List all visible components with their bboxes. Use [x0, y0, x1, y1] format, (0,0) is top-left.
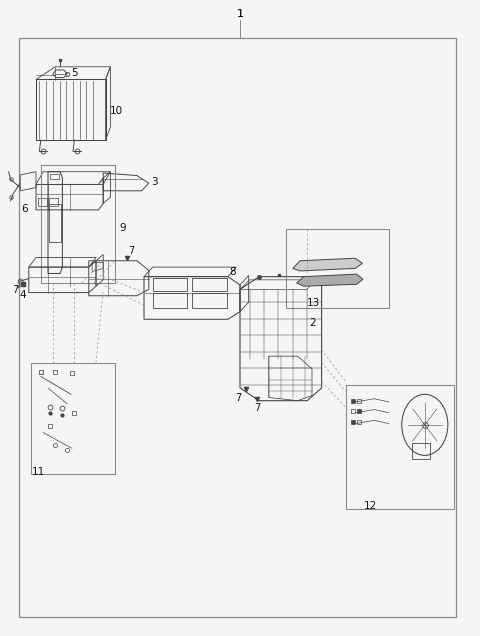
Text: 1: 1 — [237, 9, 243, 19]
Text: 8: 8 — [229, 267, 236, 277]
Text: 7: 7 — [254, 403, 261, 413]
Text: 7: 7 — [12, 285, 19, 295]
Bar — [49, 198, 58, 206]
Text: 13: 13 — [307, 298, 321, 308]
Bar — [49, 204, 61, 242]
Bar — [412, 443, 430, 459]
Text: 2: 2 — [310, 318, 316, 328]
Bar — [41, 165, 115, 283]
Text: 5: 5 — [71, 67, 78, 78]
Text: 6: 6 — [22, 204, 28, 214]
Text: 12: 12 — [364, 501, 377, 511]
Bar — [192, 278, 227, 291]
Text: 11: 11 — [32, 467, 46, 477]
Text: 7: 7 — [129, 246, 135, 256]
Bar — [346, 385, 454, 509]
Bar — [36, 80, 106, 140]
Bar — [38, 198, 47, 206]
Polygon shape — [297, 274, 363, 286]
Text: 7: 7 — [235, 393, 241, 403]
Text: 10: 10 — [109, 106, 122, 116]
Bar — [286, 229, 389, 308]
Bar — [192, 293, 227, 308]
Bar — [153, 293, 187, 308]
Text: 3: 3 — [151, 177, 158, 187]
Bar — [31, 363, 115, 474]
Text: 4: 4 — [19, 290, 26, 300]
Text: 1: 1 — [237, 9, 243, 19]
Polygon shape — [293, 258, 362, 271]
Bar — [153, 278, 187, 291]
Text: 9: 9 — [119, 223, 126, 233]
